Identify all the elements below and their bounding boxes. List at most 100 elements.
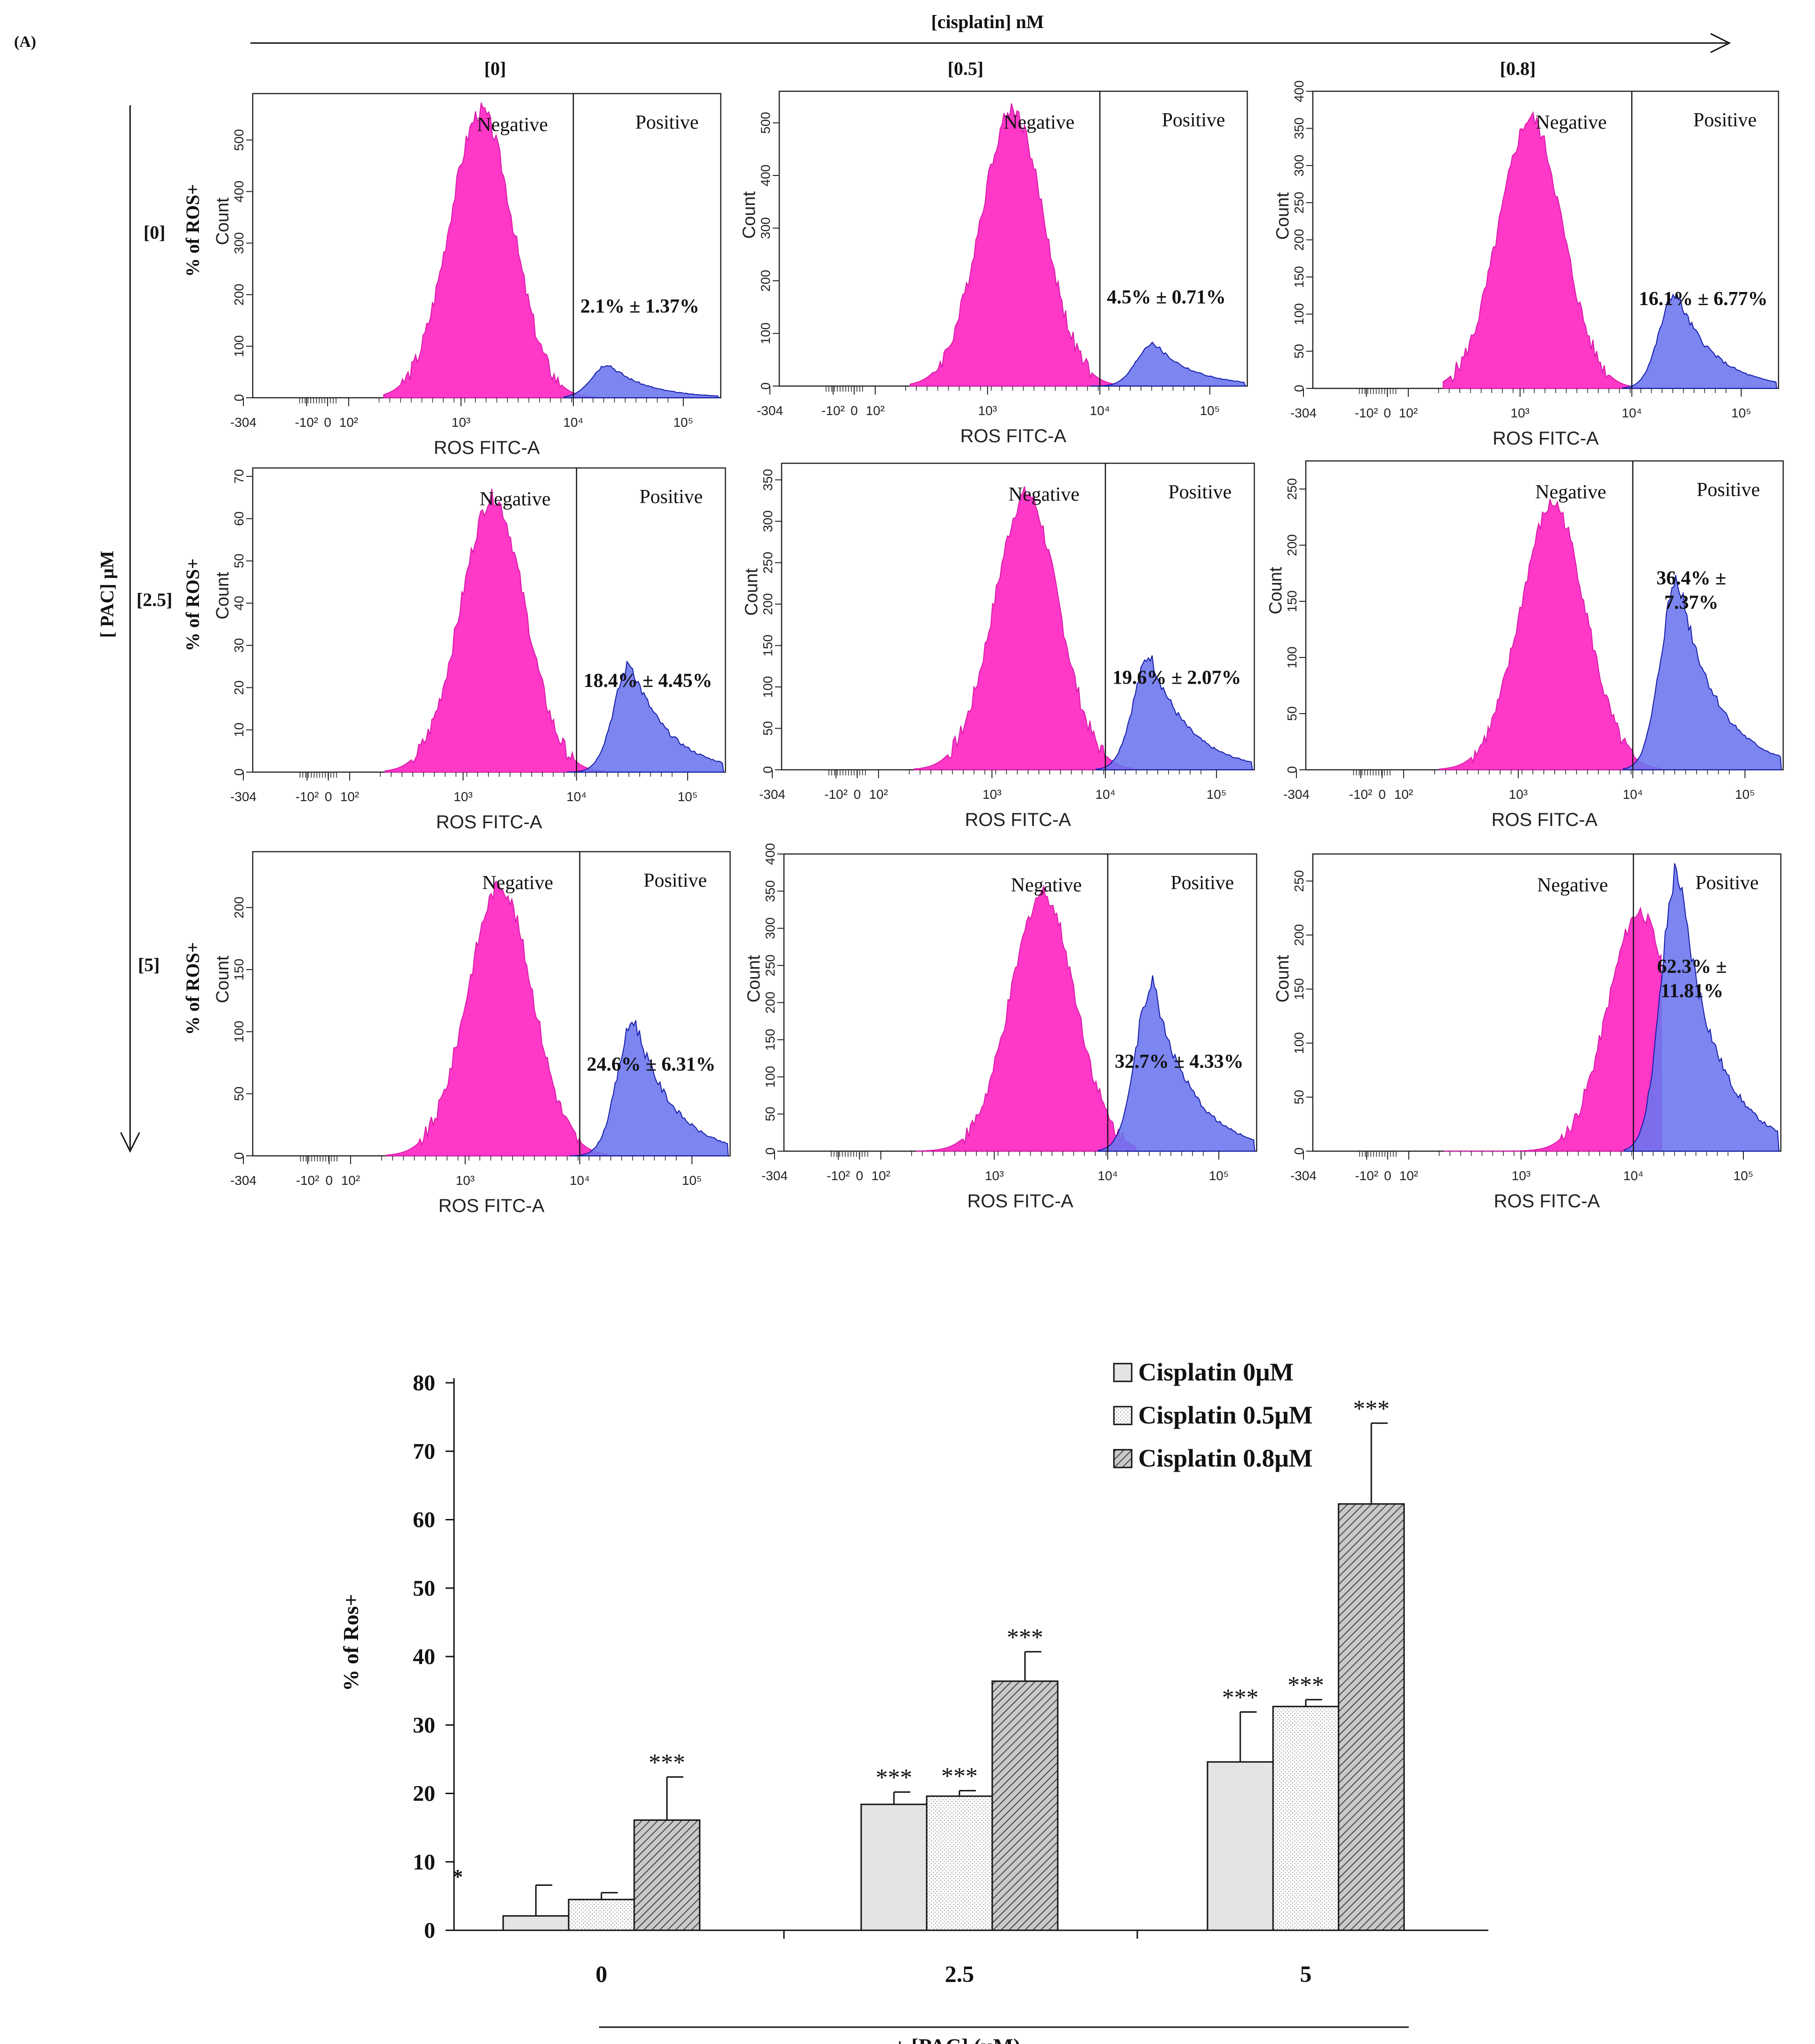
bar [991,1680,1059,1931]
y-tick-label: 0 [1292,1147,1306,1155]
y-tick-label: 100 [232,335,246,357]
negative-population [383,102,603,398]
positive-percent-label: 16.1% ± 6.77% [1639,288,1768,310]
x-tick-label: 0 [1383,406,1391,420]
bar-chart-y-tick-label: 30 [413,1713,435,1737]
y-tick-label: 50 [1292,344,1306,358]
gate-positive-label: Positive [1168,482,1231,503]
y-tick-label: 50 [761,721,775,736]
y-tick-label: 200 [1285,534,1299,556]
y-tick-label: 50 [232,554,246,568]
percent-ros-label: % of ROS+ [182,184,203,277]
gate-positive-label: Positive [1695,872,1758,894]
y-tick-label: 200 [232,897,246,919]
y-tick-label: 100 [1292,303,1306,325]
x-tick-label: 10³ [982,787,1001,802]
x-axis-label: ROS FITC-A [1492,810,1598,830]
y-tick-label: 200 [763,992,777,1014]
significance-label: *** [1353,1395,1390,1422]
bar [1338,1503,1405,1931]
x-tick-label: -304 [1283,787,1310,802]
x-tick-label: -10² [1355,406,1378,420]
gate-negative-label: Negative [482,872,553,894]
y-tick-label: 0 [1285,766,1299,774]
y-tick-label: 150 [1292,978,1306,1000]
legend-label: Cisplatin 0.5μM [1138,1401,1313,1429]
x-tick-label: -304 [230,1173,256,1188]
x-tick-label: 10⁵ [673,415,694,430]
y-tick-label: 100 [232,1021,246,1043]
bar [502,1915,570,1931]
pac-header: [ PAC] μM [96,551,117,638]
x-tick-label: 10⁵ [1731,406,1751,420]
y-tick-label: 400 [758,165,773,187]
y-tick-label: 250 [1285,478,1299,500]
negative-population [386,881,609,1156]
y-tick-label: 350 [763,880,777,902]
y-tick-label: 0 [763,1147,777,1155]
x-tick-label: 10⁵ [1200,403,1220,418]
gate-positive-label: Positive [1697,479,1760,501]
y-tick-label: 50 [763,1107,777,1121]
legend-label: Cisplatin 0.8μM [1138,1444,1313,1472]
x-tick-label: 0 [854,787,861,802]
panel-label: (A) [14,33,36,51]
y-axis-label: Count [744,955,764,1003]
gate-positive-label: Positive [1171,872,1234,894]
bar-chart-y-tick-label: 50 [413,1576,435,1601]
legend-label: Cisplatin 0μM [1138,1358,1294,1386]
y-tick-label: 250 [761,552,775,574]
x-tick-label: 10⁵ [1207,787,1227,802]
gate-positive-label: Positive [1162,110,1225,131]
y-tick-label: 100 [1292,1032,1306,1054]
x-tick-label: 0 [856,1168,864,1183]
pac-arrow-head [120,1132,140,1153]
y-axis-label: Count [1273,192,1293,240]
significance-label: *** [1222,1684,1259,1711]
histogram-panel: Negative Positive 18.4% ± 4.45% 0 10 20 30 40 50… [182,467,726,832]
x-tick-label: -10² [1355,1168,1378,1183]
y-tick-label: 0 [1292,385,1306,392]
histogram-panel: Negative Positive 24.6% ± 6.31% 0 50 100 150 20… [182,851,731,1216]
row-label-5: [5] [138,954,160,975]
y-tick-label: 250 [1292,870,1306,892]
positive-percent-label: 4.5% ± 0.71% [1107,287,1226,308]
positive-population [564,365,720,398]
y-tick-label: 200 [1292,924,1306,946]
x-tick-label: 10² [1394,787,1413,802]
x-tick-label: -10² [295,789,319,804]
y-axis-label: Count [739,191,759,239]
x-tick-label: 10⁵ [682,1173,702,1188]
bar-chart-category-label: 0 [596,1961,607,1987]
y-tick-label: 20 [232,680,246,695]
negative-population [910,103,1129,387]
y-axis-label: Count [213,956,233,1003]
x-axis-label: ROS FITC-A [967,1191,1074,1212]
x-tick-label: 10³ [985,1168,1003,1183]
y-tick-label: 0 [232,394,246,402]
x-tick-label: 10⁴ [1623,787,1643,802]
y-axis-label: Count [213,572,233,620]
y-tick-label: 350 [1292,117,1306,139]
bar-chart-y-tick-label: 70 [413,1439,435,1464]
bar-chart-y-tick-label: 80 [413,1371,435,1395]
y-tick-label: 300 [763,917,777,939]
histogram-panel: Negative Positive 62.3% ±11.81% 0 50 100 150 20… [1273,853,1782,1212]
y-tick-label: 300 [758,217,773,239]
y-tick-label: 10 [232,723,246,737]
x-tick-label: 0 [1378,787,1386,802]
x-tick-label: 10² [339,415,358,430]
bar [1272,1706,1339,1931]
negative-population [1442,111,1660,389]
y-tick-label: 400 [1292,80,1306,102]
significance-label: *** [1288,1672,1324,1699]
x-tick-label: 10³ [1511,406,1530,420]
cisplatin-arrow-head [1710,33,1731,53]
x-tick-label: 10³ [1512,1168,1530,1183]
x-tick-label: 10⁴ [1098,1168,1118,1183]
y-tick-label: 400 [763,843,777,865]
x-tick-label: 10² [1399,406,1418,420]
y-tick-label: 200 [232,284,246,306]
legend-swatch [1113,1363,1133,1382]
